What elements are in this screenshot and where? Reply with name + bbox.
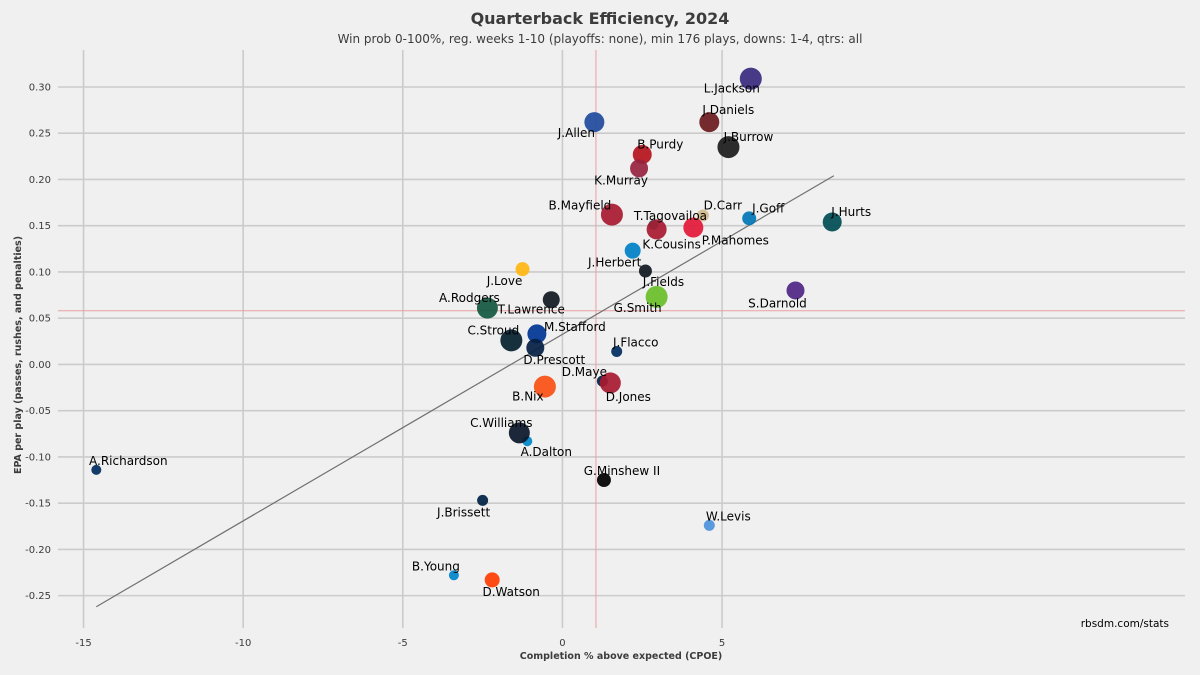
point-b-nix bbox=[533, 375, 556, 398]
point-d-carr bbox=[696, 209, 709, 222]
chart-subtitle: Win prob 0-100%, reg. weeks 1-10 (playof… bbox=[337, 32, 863, 46]
point-s-darnold bbox=[786, 281, 805, 300]
point-label: J.Flacco bbox=[612, 335, 658, 349]
point-label: J.Hurts bbox=[830, 205, 871, 219]
point-j-flacco bbox=[611, 345, 623, 357]
point-label: J.Daniels bbox=[701, 103, 754, 117]
point-j-brissett bbox=[477, 494, 489, 506]
reference-lines bbox=[58, 50, 1185, 628]
y-tick-label: 0.00 bbox=[29, 360, 51, 371]
x-axis-label: Completion % above expected (CPOE) bbox=[520, 651, 723, 662]
point-labels-layer: L.Jackson J.Daniels J.Allen J.Burrow B.Purdy… bbox=[89, 82, 871, 599]
point-g-smith bbox=[645, 285, 668, 308]
point-label: J.Goff bbox=[751, 201, 785, 215]
point-label: T.Tagovailoa bbox=[633, 209, 707, 223]
y-tick-label: 0.10 bbox=[29, 267, 51, 278]
point-j-love bbox=[515, 262, 530, 277]
point-label: D.Prescott bbox=[523, 353, 585, 367]
point-label: G.Minshew II bbox=[584, 464, 660, 478]
y-tick-label: -0.20 bbox=[25, 545, 51, 556]
point-label: J.Burrow bbox=[723, 130, 774, 144]
point-j-goff bbox=[742, 211, 757, 226]
point-label: D.Jones bbox=[606, 390, 651, 404]
y-tick-label: 0.15 bbox=[29, 221, 51, 232]
point-k-cousins bbox=[646, 219, 667, 240]
point-label: T.Lawrence bbox=[497, 303, 565, 317]
point-l-jackson bbox=[739, 67, 762, 90]
point-m-stafford bbox=[527, 324, 547, 344]
point-c-williams bbox=[508, 422, 530, 444]
point-label: S.Darnold bbox=[748, 296, 807, 310]
grid-layer bbox=[58, 50, 1185, 628]
x-tick-label: -15 bbox=[75, 638, 91, 649]
point-j-fields bbox=[638, 264, 652, 278]
point-label: W.Levis bbox=[706, 509, 751, 523]
point-b-mayfield bbox=[600, 203, 623, 226]
point-g-minshew-ii bbox=[596, 473, 611, 488]
point-label: A.Rodgers bbox=[439, 291, 500, 305]
chart-title: Quarterback Efficiency, 2024 bbox=[470, 9, 730, 28]
point-d-jones bbox=[599, 372, 621, 394]
point-label: J.Fields bbox=[642, 275, 684, 289]
y-tick-label: -0.10 bbox=[25, 452, 51, 463]
point-label: A.Richardson bbox=[89, 454, 168, 468]
y-tick-label: -0.25 bbox=[25, 591, 51, 602]
x-tick-label: 5 bbox=[719, 638, 725, 649]
point-label: B.Mayfield bbox=[549, 199, 612, 213]
point-j-allen bbox=[584, 112, 605, 133]
point-b-young bbox=[448, 570, 459, 581]
point-label: D.Maye bbox=[562, 365, 607, 379]
x-tick-label: -10 bbox=[235, 638, 251, 649]
point-label: J.Allen bbox=[557, 126, 595, 140]
point-k-murray bbox=[630, 159, 649, 178]
point-label: B.Nix bbox=[512, 390, 543, 404]
point-t-lawrence bbox=[542, 291, 560, 309]
y-tick-label: -0.15 bbox=[25, 499, 51, 510]
point-label: A.Dalton bbox=[521, 445, 572, 459]
source-credit: rbsdm.com/stats bbox=[1081, 618, 1169, 630]
point-label: K.Cousins bbox=[642, 237, 700, 251]
point-b-purdy bbox=[632, 145, 652, 165]
tick-labels-layer: -15 -10 -5 0 5 -0.25 -0.20 -0.15 -0.10 -0.05 0.00 0… bbox=[25, 82, 725, 649]
point-j-herbert bbox=[624, 242, 641, 259]
point-label: B.Purdy bbox=[637, 138, 683, 152]
point-w-levis bbox=[703, 519, 715, 531]
point-label: L.Jackson bbox=[704, 82, 760, 96]
point-j-daniels bbox=[699, 112, 720, 133]
point-label: G.Smith bbox=[614, 301, 662, 315]
y-axis-label: EPA per play (passes, rushes, and penalt… bbox=[13, 236, 24, 474]
point-label: M.Stafford bbox=[544, 320, 606, 334]
trend-line bbox=[96, 175, 835, 608]
x-tick-label: 0 bbox=[559, 638, 565, 649]
point-label: C.Williams bbox=[470, 416, 532, 430]
point-c-stroud bbox=[500, 329, 523, 352]
point-label: C.Stroud bbox=[467, 323, 519, 337]
y-tick-label: 0.05 bbox=[29, 314, 51, 325]
point-label: D.Carr bbox=[704, 199, 743, 213]
point-label: K.Murray bbox=[594, 173, 648, 187]
point-p-mahomes bbox=[683, 217, 704, 238]
x-tick-label: -5 bbox=[398, 638, 408, 649]
point-label: D.Watson bbox=[482, 585, 539, 599]
point-d-prescott bbox=[526, 338, 545, 357]
point-a-rodgers bbox=[476, 297, 498, 319]
point-label: B.Young bbox=[412, 559, 460, 573]
point-label: J.Brissett bbox=[436, 505, 490, 519]
point-j-burrow bbox=[717, 136, 740, 159]
y-tick-label: -0.05 bbox=[25, 406, 51, 417]
y-tick-label: 0.20 bbox=[29, 175, 51, 186]
point-j-hurts bbox=[822, 212, 842, 232]
point-label: P.Mahomes bbox=[702, 234, 769, 248]
point-label: J.Love bbox=[486, 274, 523, 288]
y-tick-label: 0.30 bbox=[29, 82, 51, 93]
point-label: J.Herbert bbox=[587, 256, 642, 270]
y-tick-label: 0.25 bbox=[29, 129, 51, 140]
points-layer bbox=[91, 67, 842, 588]
point-d-watson bbox=[484, 572, 500, 588]
point-a-richardson bbox=[91, 464, 102, 475]
